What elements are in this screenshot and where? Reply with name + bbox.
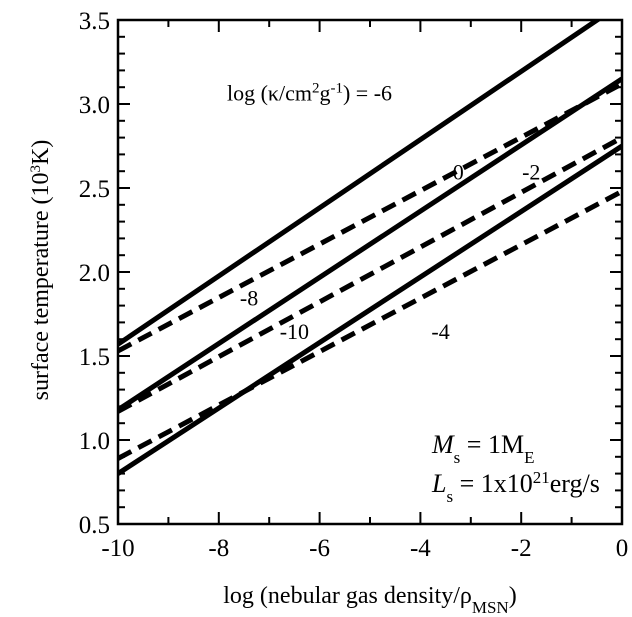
x-tick-label: -10 xyxy=(101,535,134,562)
tick-labels: -10 -8 -6 -4 -2 0 0.5 1.0 1.5 2.0 2.5 3.0 3.5 xyxy=(79,8,629,562)
series-line-minus8 xyxy=(118,76,622,412)
series-line-minus4 xyxy=(118,143,622,476)
annotations: log (κ/cm2g-1) = -6 0 -2 -8 -10 -4 xyxy=(227,81,540,345)
y-tick-label: 0.5 xyxy=(79,512,110,539)
series-line-minus10 xyxy=(118,189,622,461)
series-line-0 xyxy=(118,81,622,354)
x-tick-label: 0 xyxy=(616,535,629,562)
annotation-label: 0 xyxy=(453,160,464,185)
annotation-label: -2 xyxy=(522,160,540,185)
y-tick-label: 3.0 xyxy=(79,92,110,119)
series-line-minus2 xyxy=(118,135,622,414)
y-tick-label: 1.5 xyxy=(79,344,110,371)
x-tick-label: -8 xyxy=(208,535,229,562)
y-tick-label: 1.0 xyxy=(79,428,110,455)
y-axis-title: surface temperature (103K) xyxy=(28,140,54,401)
mass-parameter: Ms = 1ME xyxy=(431,430,534,467)
luminosity-parameter: Ls = 1x1021erg/s xyxy=(431,468,600,506)
x-tick-label: -2 xyxy=(511,535,532,562)
y-tick-label: 3.5 xyxy=(79,8,110,35)
y-tick-label: 2.0 xyxy=(79,260,110,287)
series-line-minus6 xyxy=(118,20,602,347)
annotation-label: -10 xyxy=(280,319,309,344)
series-lines xyxy=(118,20,622,476)
y-tick-label: 2.5 xyxy=(79,176,110,203)
plot-frame xyxy=(116,18,624,526)
annotation-label: -8 xyxy=(240,286,258,311)
x-tick-label: -4 xyxy=(410,535,431,562)
x-tick-label: -6 xyxy=(309,535,330,562)
annotation-label: -4 xyxy=(431,319,449,344)
x-axis-title: log (nebular gas density/ρMSN) xyxy=(223,583,516,617)
annotation-label: log (κ/cm2g-1) = -6 xyxy=(227,81,392,106)
